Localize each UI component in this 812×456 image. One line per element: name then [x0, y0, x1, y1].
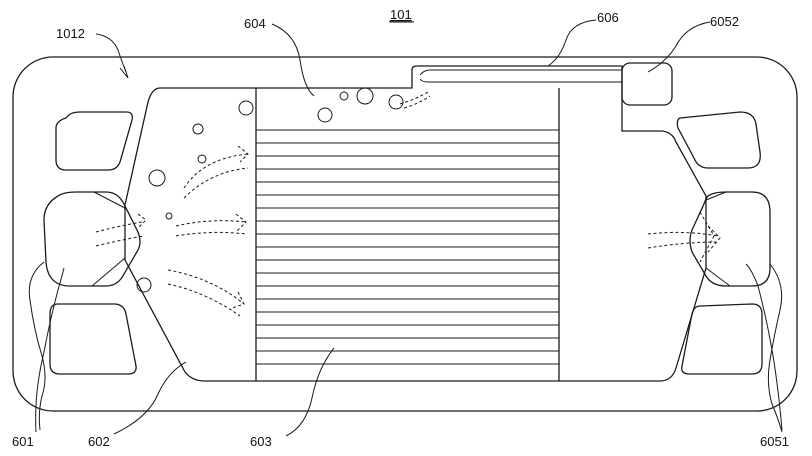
- bubble: [317, 107, 333, 123]
- active-area-outline: [124, 65, 707, 382]
- bubble: [192, 123, 204, 135]
- bubble: [339, 91, 349, 101]
- bubble: [238, 100, 254, 116]
- label-606: 606: [597, 10, 619, 25]
- label-6051: 6051: [760, 434, 789, 449]
- bubbles: [136, 87, 404, 293]
- label-603: 603: [250, 434, 272, 449]
- left-flow-curve: [28, 261, 46, 431]
- bubble: [148, 169, 166, 187]
- outlet-flow-arrows: [647, 211, 721, 263]
- outer-frame: [12, 56, 798, 412]
- inlet-flow-arrows: [95, 91, 431, 317]
- figure-number: 101: [390, 7, 412, 22]
- top-port: [621, 62, 673, 106]
- bubble: [165, 212, 173, 220]
- label-602: 602: [88, 434, 110, 449]
- flow-field-lines: [256, 129, 559, 365]
- right-separator: [705, 191, 731, 287]
- right-upper-port: [676, 111, 761, 169]
- outlet-port: [689, 191, 771, 287]
- left-separator: [91, 191, 126, 287]
- leader-lines: [35, 19, 783, 437]
- left-upper-port: [55, 111, 134, 171]
- label-604: 604: [244, 16, 266, 31]
- gas-channel: [419, 69, 622, 76]
- right-lower-port: [681, 303, 763, 375]
- bubble: [136, 277, 152, 293]
- label-601: 601: [12, 434, 34, 449]
- gas-channel-end: [419, 78, 429, 83]
- left-lower-port: [49, 303, 137, 375]
- bubble: [197, 154, 207, 164]
- label-6052: 6052: [710, 14, 739, 29]
- bubble: [388, 94, 404, 110]
- right-flow-curve: [767, 263, 783, 433]
- label-1012: 1012: [56, 26, 85, 41]
- inlet-port: [43, 191, 141, 287]
- bubble: [356, 87, 374, 105]
